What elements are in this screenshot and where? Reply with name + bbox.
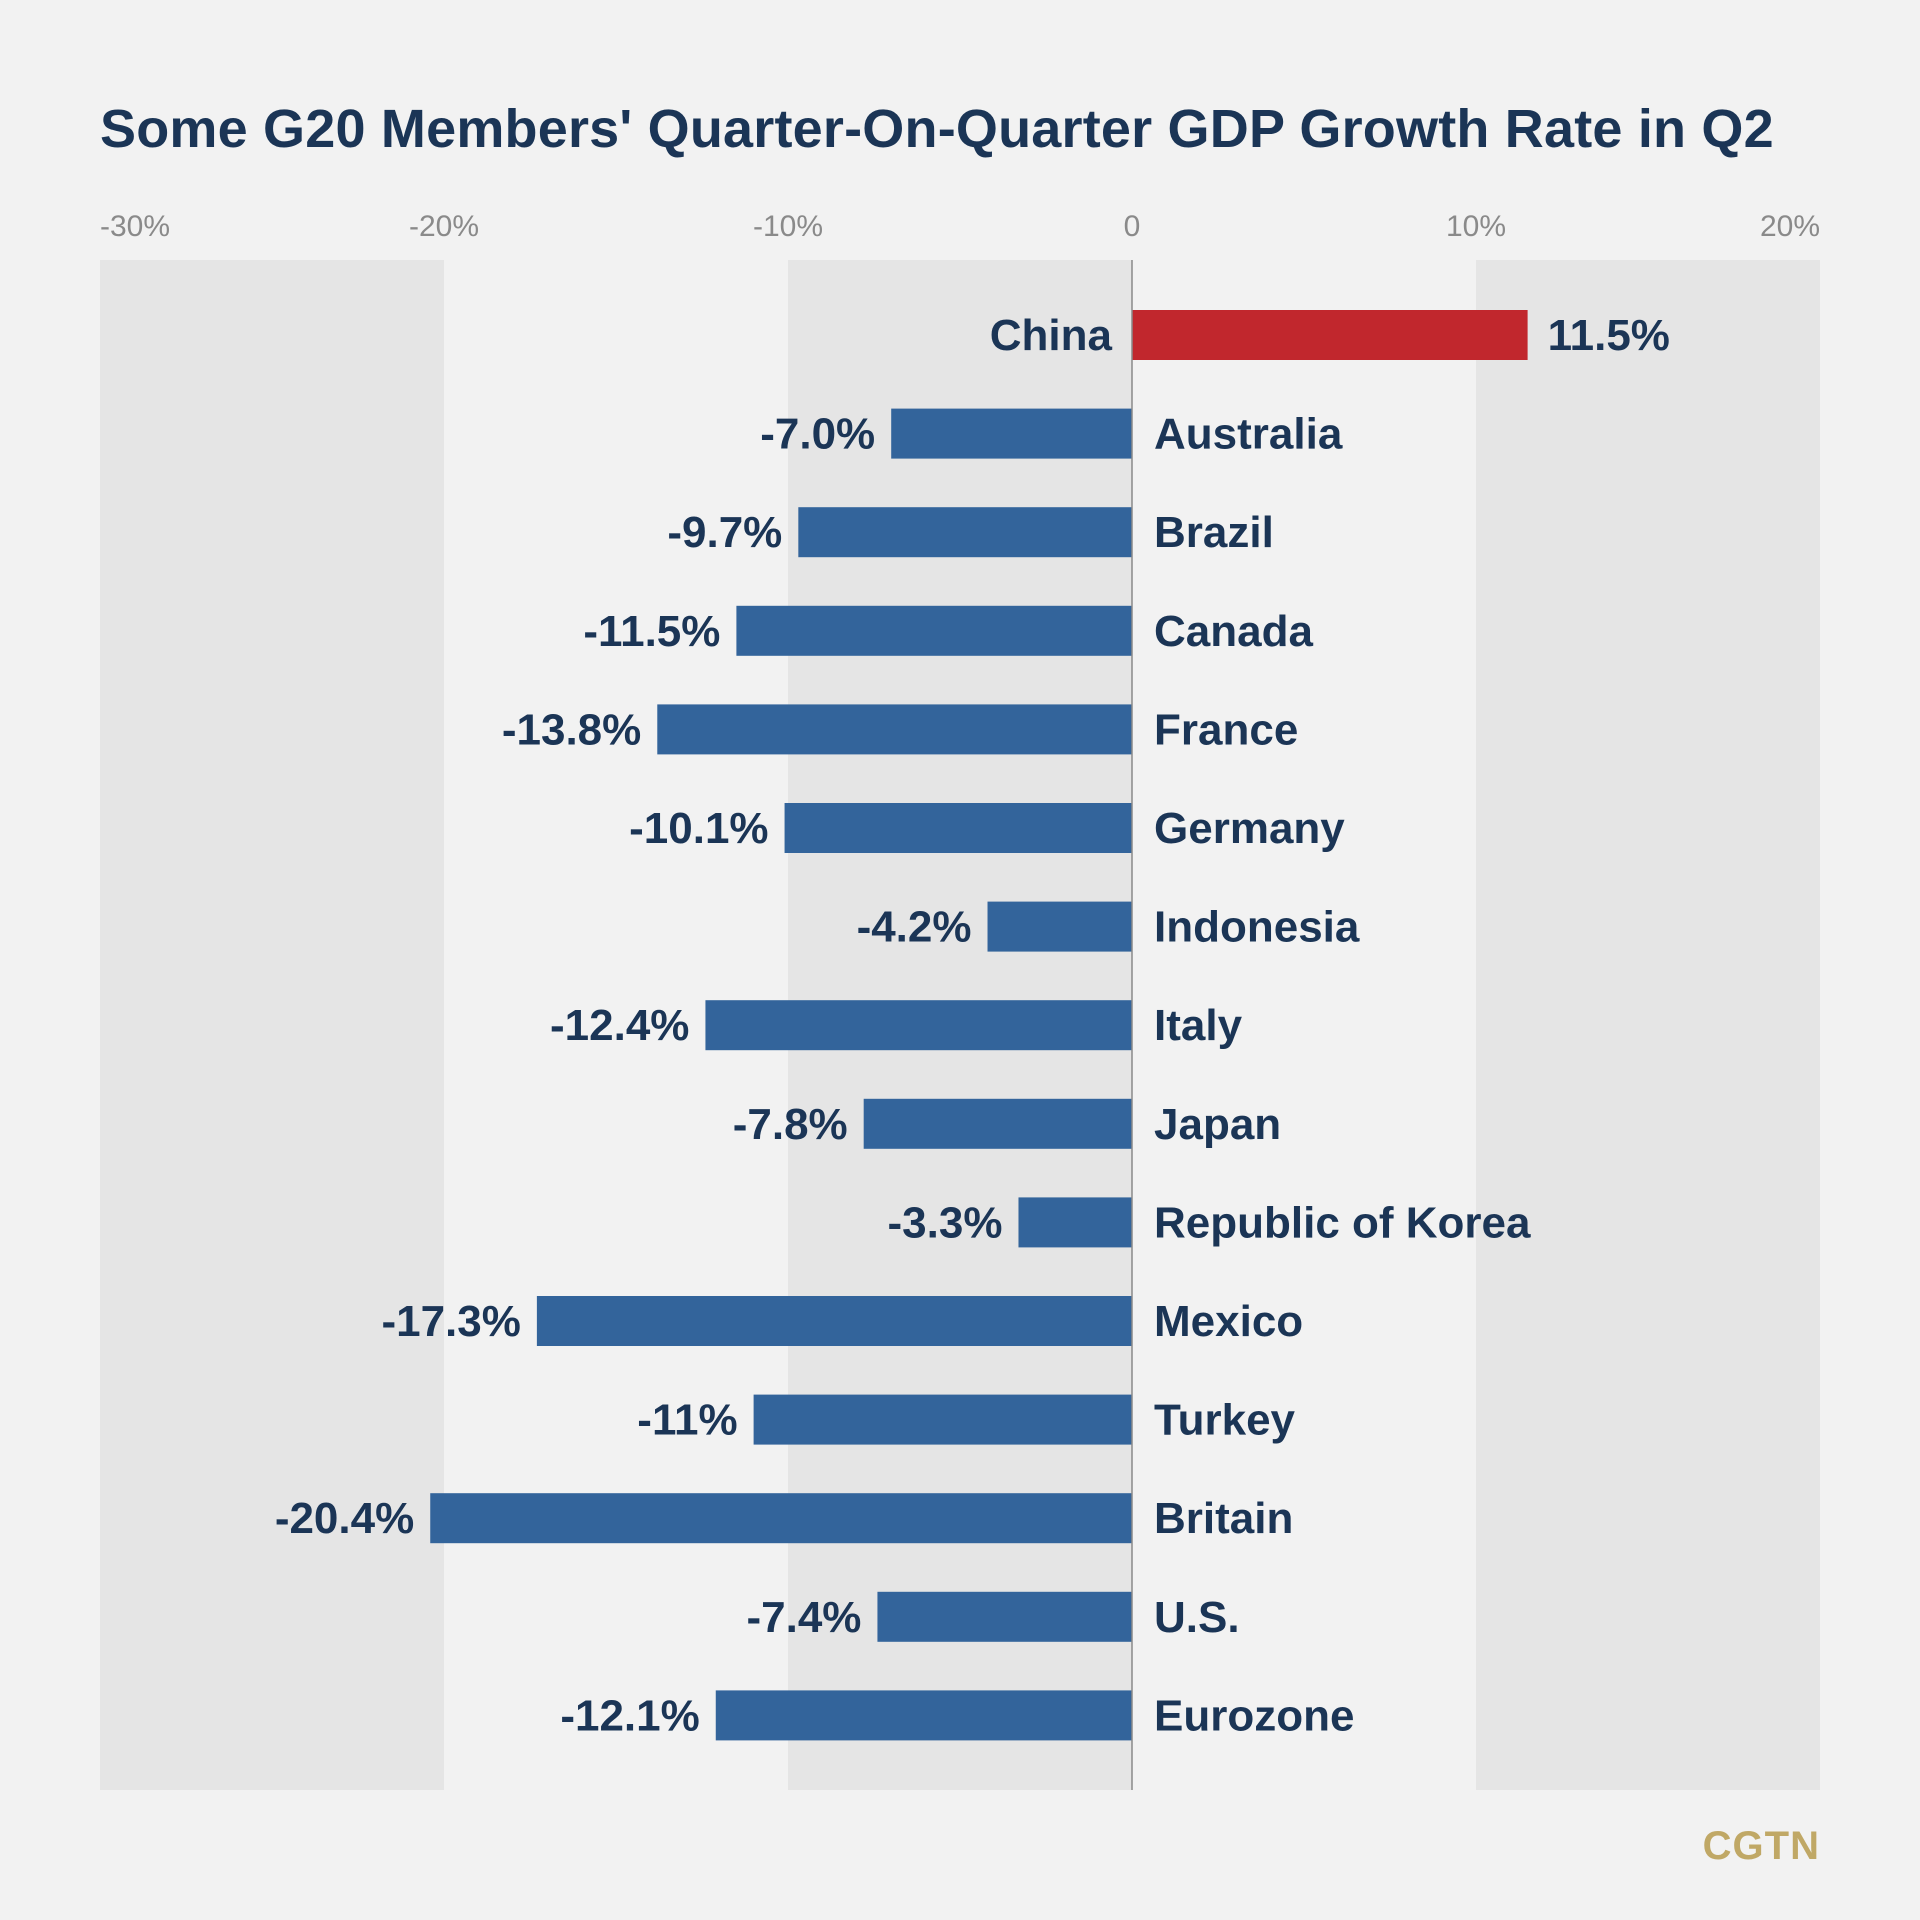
value-label: -12.1% [560,1691,699,1740]
cgtn-logo: CGTN [1702,1824,1820,1868]
value-label: -13.8% [502,705,641,754]
value-label: -7.4% [746,1593,861,1642]
value-label: -20.4% [275,1494,414,1543]
bar [753,1394,1132,1445]
category-label: Italy [1154,1001,1243,1050]
bar [715,1690,1132,1741]
x-tick-label: 10% [1446,210,1506,243]
value-label: -7.0% [760,410,875,459]
bar [798,507,1132,558]
bar [1132,310,1528,360]
x-tick-label: 0 [1124,210,1141,243]
value-label: -12.4% [550,1001,689,1050]
value-label: -3.3% [888,1198,1003,1247]
bar [987,901,1132,952]
value-label: -10.1% [629,804,768,853]
background-band [1476,260,1820,1790]
bar [705,1000,1132,1051]
category-label: Mexico [1154,1297,1303,1346]
bar [657,704,1132,755]
x-tick-label: -20% [409,210,479,243]
category-label: Canada [1154,607,1313,656]
category-label: China [990,311,1113,360]
value-label: -7.8% [733,1100,848,1149]
bar-labels: China 11.5% Australia -7.0% Brazil -9.7% Canad… [275,311,1670,1740]
bar [863,1098,1132,1149]
bar [430,1493,1132,1544]
category-label: Japan [1154,1100,1281,1149]
value-label: -17.3% [381,1297,520,1346]
category-label: Turkey [1154,1396,1296,1445]
chart-title: Some G20 Members' Quarter-On-Quarter GDP… [100,99,1774,159]
bar [1018,1197,1132,1248]
value-label: -4.2% [857,903,972,952]
value-label: -9.7% [667,508,782,557]
category-label: Germany [1154,804,1345,853]
bar [784,803,1132,853]
category-label: U.S. [1154,1593,1240,1642]
category-label: Republic of Korea [1154,1198,1531,1247]
bars [430,310,1528,1741]
background-band [100,260,444,1790]
value-label: -11% [637,1396,737,1445]
value-label: -11.5% [583,607,720,656]
category-label: Indonesia [1154,903,1360,952]
category-label: Brazil [1154,508,1274,557]
x-tick-label: 20% [1760,210,1820,243]
category-label: Australia [1154,410,1343,459]
x-tick-label: -30% [100,210,170,243]
category-label: Britain [1154,1494,1293,1543]
category-label: Eurozone [1154,1691,1354,1740]
value-label: 11.5% [1548,311,1670,360]
bar [891,408,1132,459]
x-tick-label: -10% [753,210,823,243]
bar [736,605,1132,656]
category-label: France [1154,705,1298,754]
x-axis-ticks: -30% -20% -10% 0 10% 20% [100,210,1820,243]
bar [877,1591,1132,1642]
bar [536,1296,1132,1346]
